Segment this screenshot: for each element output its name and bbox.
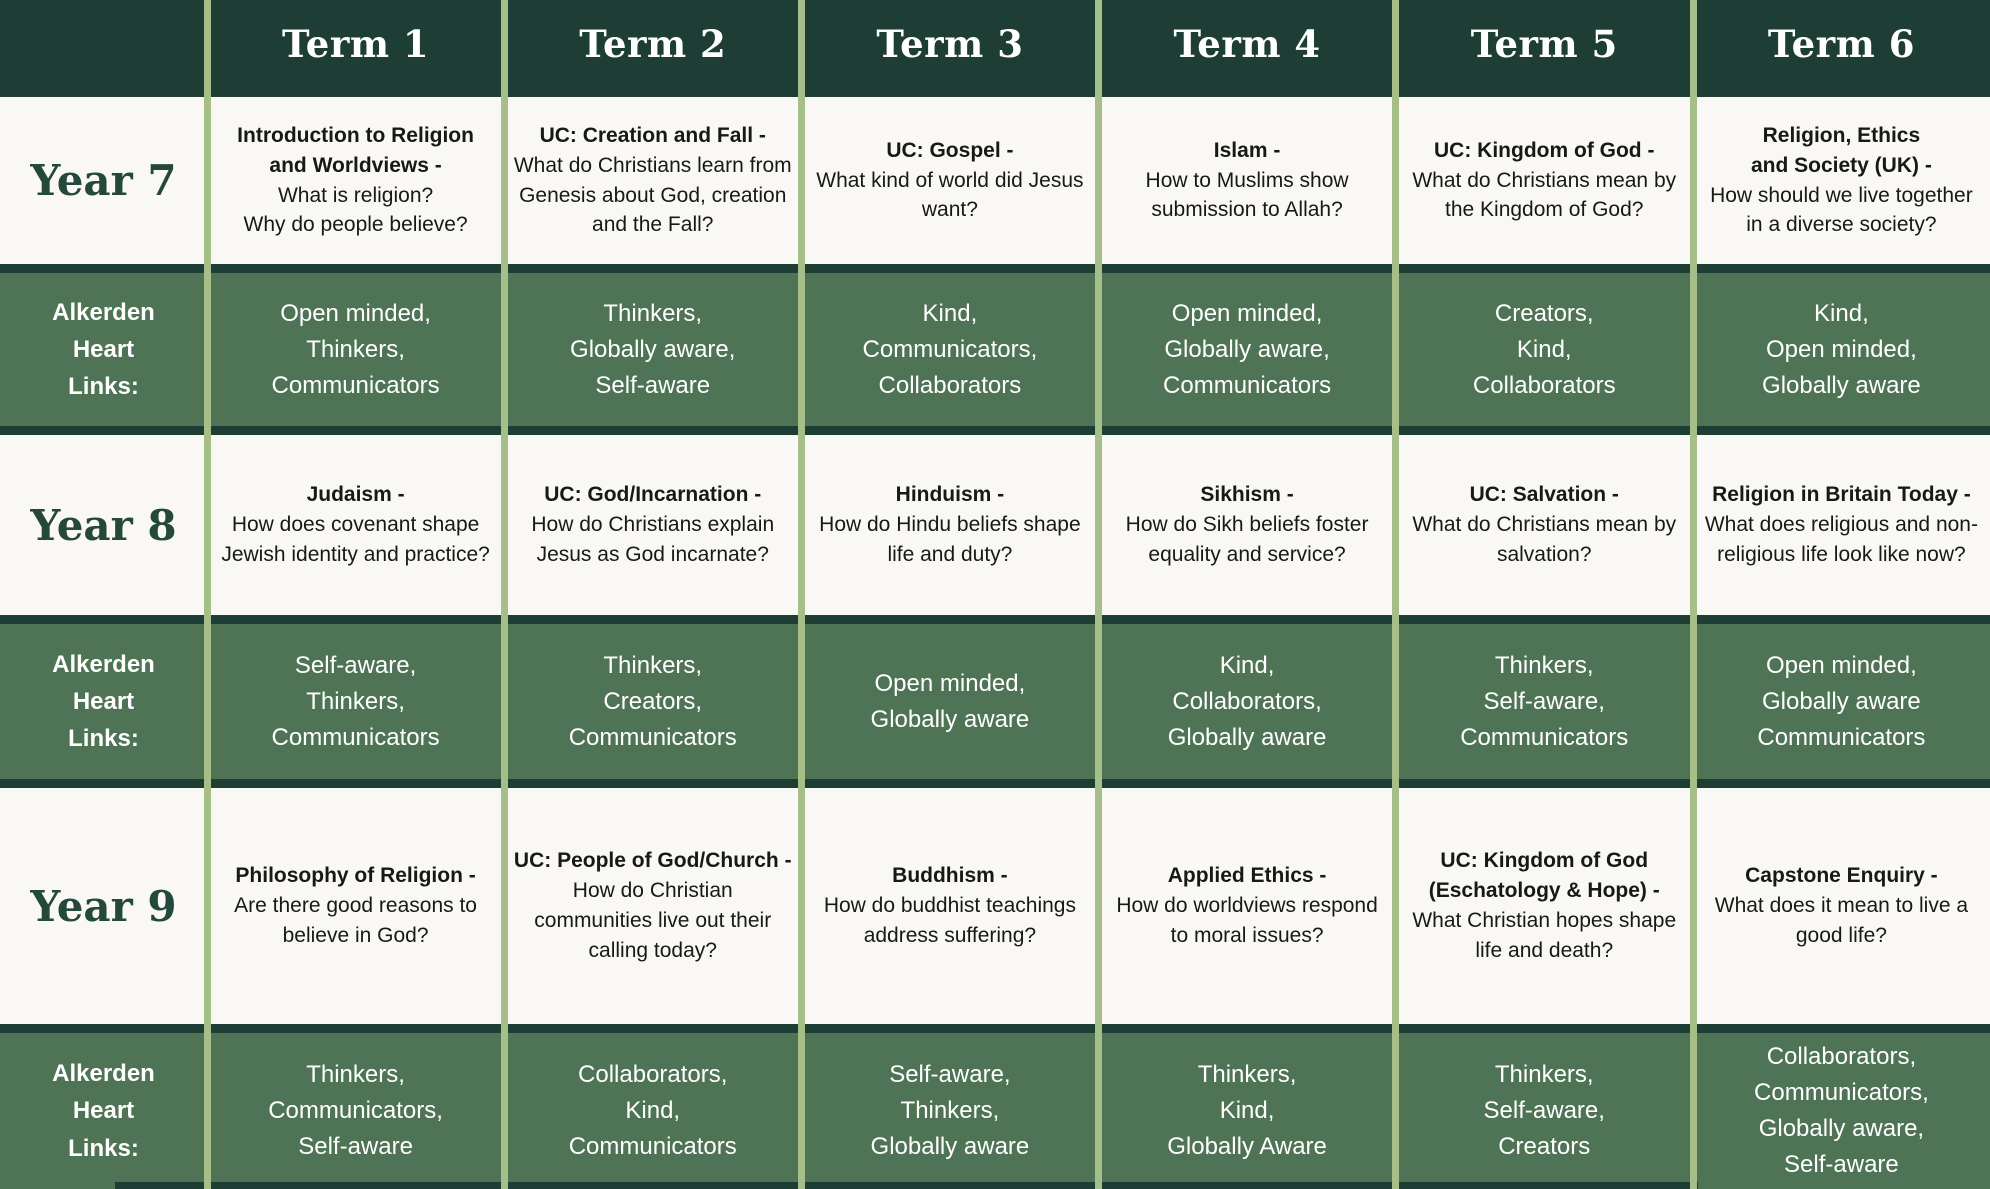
topic-title: Applied Ethics - (1167, 864, 1327, 888)
topic-title: UC: God/Incarnation - (544, 483, 762, 507)
topic-title: UC: Kingdom of God (Eschatology & Hope) … (1428, 849, 1660, 903)
heart-links-y7-t2: Thinkers, Globally aware, Self-aware (504, 273, 802, 426)
year-8-label: Year 8 (0, 435, 207, 615)
term-header-2: Term 2 (504, 0, 802, 88)
heart-links-y8-t6: Open minded, Globally aware Communicator… (1692, 624, 1990, 779)
heart-links-y7-t3: Kind, Communicators, Collaborators (801, 273, 1099, 426)
topic-title: Capstone Enquiry - (1745, 864, 1938, 888)
term-header-5: Term 5 (1395, 0, 1693, 88)
heart-links-y8-t3: Open minded, Globally aware (801, 624, 1099, 779)
heart-links-y8-t5: Thinkers, Self-aware, Communicators (1395, 624, 1693, 779)
topic-question: What do Christians mean by salvation? (1412, 513, 1677, 566)
topic-cell-y9-t3: Buddhism - How do buddhist teachings add… (801, 788, 1099, 1024)
column-divider (1392, 0, 1399, 1189)
heart-links-y9-t1: Thinkers, Communicators, Self-aware (207, 1033, 505, 1189)
heart-links-label-y8: Alkerden Heart Links: (0, 624, 207, 779)
topic-question: How should we live together in a diverse… (1710, 183, 1973, 237)
topic-cell-y8-t2: UC: God/Incarnation - How do Christians … (504, 435, 802, 615)
column-divider (204, 0, 211, 1189)
year-7-label: Year 7 (0, 97, 207, 264)
heart-links-y9-t5: Thinkers, Self-aware, Creators (1395, 1033, 1693, 1189)
topic-question: What does religious and non-religious li… (1704, 513, 1978, 566)
year-9-label: Year 9 (0, 788, 207, 1024)
topic-cell-y7-t3: UC: Gospel - What kind of world did Jesu… (801, 97, 1099, 264)
topic-question: What is religion? Why do people believe? (243, 183, 468, 237)
heart-links-y8-t4: Kind, Collaborators, Globally aware (1098, 624, 1396, 779)
term-header-4: Term 4 (1098, 0, 1396, 88)
column-divider (1095, 0, 1102, 1189)
topic-cell-y7-t2: UC: Creation and Fall - What do Christia… (504, 97, 802, 264)
term-header-3: Term 3 (801, 0, 1099, 88)
topic-question: What kind of world did Jesus want? (816, 168, 1084, 222)
header-corner-cell (0, 0, 207, 88)
topic-question: How do Hindu beliefs shape life and duty… (819, 513, 1081, 566)
topic-title: Hinduism - (895, 483, 1005, 507)
topic-question: What does it mean to live a good life? (1714, 894, 1969, 947)
topic-title: UC: Salvation - (1469, 483, 1619, 507)
topic-question: What do Christians mean by the Kingdom o… (1412, 168, 1677, 222)
topic-cell-y9-t2: UC: People of God/Church - How do Christ… (504, 788, 802, 1024)
topic-title: Religion, Ethics and Society (UK) - (1750, 123, 1932, 177)
topic-title: UC: People of God/Church - (513, 849, 792, 873)
topic-question: How does covenant shape Jewish identity … (221, 513, 490, 566)
heart-links-label-y9: Alkerden Heart Links: (0, 1033, 207, 1189)
topic-cell-y8-t3: Hinduism - How do Hindu beliefs shape li… (801, 435, 1099, 615)
heart-links-y7-t5: Creators, Kind, Collaborators (1395, 273, 1693, 426)
topic-cell-y7-t4: Islam - How to Muslims show submission t… (1098, 97, 1396, 264)
column-divider (798, 0, 805, 1189)
topic-title: UC: Gospel - (886, 138, 1014, 162)
topic-cell-y8-t6: Religion in Britain Today - What does re… (1692, 435, 1990, 615)
topic-cell-y8-t1: Judaism - How does covenant shape Jewish… (207, 435, 505, 615)
topic-cell-y7-t5: UC: Kingdom of God - What do Christians … (1395, 97, 1693, 264)
topic-title: UC: Kingdom of God - (1434, 138, 1655, 162)
topic-cell-y7-t6: Religion, Ethics and Society (UK) - How … (1692, 97, 1990, 264)
topic-cell-y9-t1: Philosophy of Religion - Are there good … (207, 788, 505, 1024)
bottom-edge-bar (115, 1182, 1698, 1189)
heart-links-y9-t6: Collaborators, Communicators, Globally a… (1692, 1033, 1990, 1189)
topic-question: Are there good reasons to believe in God… (234, 894, 477, 947)
topic-cell-y8-t4: Sikhism - How do Sikh beliefs foster equ… (1098, 435, 1396, 615)
term-header-6: Term 6 (1692, 0, 1990, 88)
topic-cell-y9-t6: Capstone Enquiry - What does it mean to … (1692, 788, 1990, 1024)
heart-links-y7-t4: Open minded, Globally aware, Communicato… (1098, 273, 1396, 426)
heart-links-y7-t1: Open minded, Thinkers, Communicators (207, 273, 505, 426)
topic-question: What Christian hopes shape life and deat… (1412, 909, 1677, 962)
heart-links-y7-t6: Kind, Open minded, Globally aware (1692, 273, 1990, 426)
topic-question: How do worldviews respond to moral issue… (1116, 894, 1378, 947)
topic-title: UC: Creation and Fall - (539, 123, 766, 147)
column-divider (501, 0, 508, 1189)
heart-links-y8-t1: Self-aware, Thinkers, Communicators (207, 624, 505, 779)
topic-title: Judaism - (306, 483, 405, 507)
heart-links-label-y7: Alkerden Heart Links: (0, 273, 207, 426)
topic-title: Introduction to Religion and Worldviews … (237, 123, 474, 177)
topic-question: How do Christians explain Jesus as God i… (531, 513, 775, 566)
heart-links-y9-t2: Collaborators, Kind, Communicators (504, 1033, 802, 1189)
heart-links-y8-t2: Thinkers, Creators, Communicators (504, 624, 802, 779)
topic-question: How do buddhist teachings address suffer… (823, 894, 1076, 947)
topic-title: Religion in Britain Today - (1712, 483, 1971, 507)
topic-cell-y9-t5: UC: Kingdom of God (Eschatology & Hope) … (1395, 788, 1693, 1024)
topic-cell-y8-t5: UC: Salvation - What do Christians mean … (1395, 435, 1693, 615)
column-divider (1690, 0, 1697, 1189)
topic-title: Sikhism - (1200, 483, 1294, 507)
topic-question: How to Muslims show submission to Allah? (1145, 168, 1349, 222)
topic-title: Buddhism - (892, 864, 1008, 888)
topic-question: How do Sikh beliefs foster equality and … (1125, 513, 1369, 566)
topic-title: Philosophy of Religion - (235, 864, 476, 888)
heart-links-y9-t4: Thinkers, Kind, Globally Aware (1098, 1033, 1396, 1189)
heart-links-y9-t3: Self-aware, Thinkers, Globally aware (801, 1033, 1099, 1189)
topic-question: How do Christian communities live out th… (534, 879, 772, 962)
term-header-1: Term 1 (207, 0, 505, 88)
topic-question: What do Christians learn from Genesis ab… (513, 153, 792, 237)
topic-cell-y9-t4: Applied Ethics - How do worldviews respo… (1098, 788, 1396, 1024)
topic-cell-y7-t1: Introduction to Religion and Worldviews … (207, 97, 505, 264)
topic-title: Islam - (1213, 138, 1281, 162)
